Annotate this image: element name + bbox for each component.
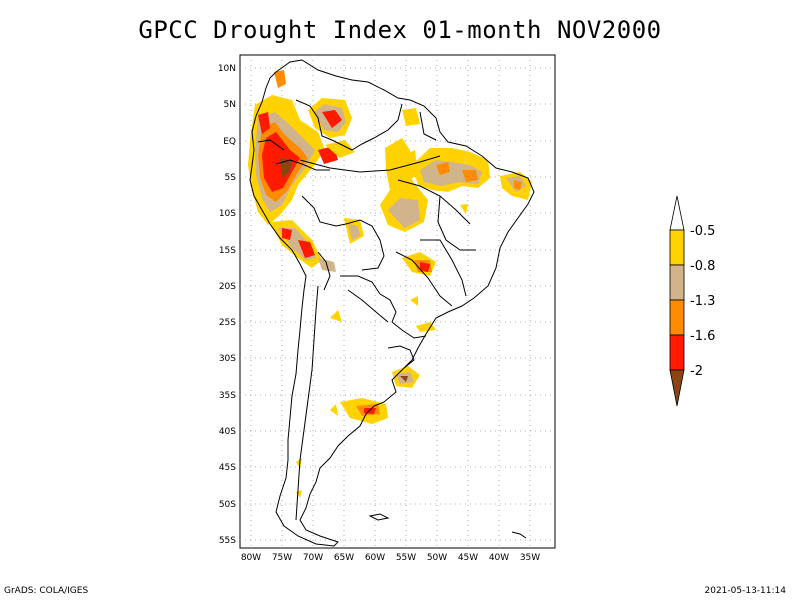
border-argentina-brazil xyxy=(391,321,427,339)
legend-label: -1.3 xyxy=(690,294,715,309)
lon-tick-label: 80W xyxy=(241,553,261,563)
gridlines xyxy=(240,55,555,548)
lat-tick-label: 35S xyxy=(219,391,236,401)
shade-venezuela-red xyxy=(322,110,342,128)
shade-amazon-mouth-orange xyxy=(436,162,450,175)
border-brazil-states xyxy=(395,179,476,307)
shade-brazil-east-yellow xyxy=(460,204,468,214)
plot-frame xyxy=(239,54,556,549)
lon-tick-label: 35W xyxy=(520,553,540,563)
shade-pampas-yellow xyxy=(330,404,338,416)
shade-ne-brazil-orange xyxy=(514,180,522,190)
drought-shading xyxy=(248,70,532,498)
legend-swatch-bottom-arrow xyxy=(669,369,685,407)
lat-axis-labels: 10N 5N EQ 5S 10S 15S 20S 25S 30S 35S 40S… xyxy=(218,64,236,546)
legend-label: -1.6 xyxy=(690,329,715,344)
border-bolivia-paraguay xyxy=(340,275,381,295)
legend-label: -0.8 xyxy=(690,259,715,274)
border-chile-argentina xyxy=(295,285,319,521)
border-paraguay-brazil xyxy=(379,293,397,323)
lon-tick-label: 55W xyxy=(396,553,416,563)
lat-tick-label: 5S xyxy=(225,173,237,183)
shade-patagonia-yellow-2 xyxy=(296,490,302,498)
render-timestamp: 2021-05-13-11:14 xyxy=(704,586,787,596)
lon-axis-labels: 80W 75W 70W 65W 60W 55W 50W 45W 40W 35W xyxy=(241,553,540,563)
shade-buenos-aires-red xyxy=(364,408,376,414)
shade-brazil-central-yellow-2 xyxy=(398,150,418,182)
legend-swatch-orange xyxy=(669,299,685,336)
shade-amazon-mouth-orange-2 xyxy=(462,170,478,182)
falkland-islands xyxy=(368,513,390,521)
shade-uruguay-brown xyxy=(400,376,408,382)
coastlines-borders xyxy=(249,59,535,547)
continent-outline xyxy=(249,59,535,547)
legend-swatch-red xyxy=(669,334,685,371)
lat-tick-label: 10S xyxy=(219,209,236,219)
lat-tick-label: 40S xyxy=(219,427,236,437)
border-peru-brazil xyxy=(301,195,347,227)
lat-tick-label: 55S xyxy=(219,536,236,546)
lon-tick-label: 50W xyxy=(427,553,447,563)
shade-colombia-red xyxy=(258,112,270,134)
shade-sao-paulo-yellow xyxy=(410,296,418,306)
shade-guianas-yellow xyxy=(402,108,420,126)
lat-tick-label: 50S xyxy=(219,500,236,510)
lat-tick-label: 30S xyxy=(219,354,236,364)
lat-tick-label: 45S xyxy=(219,463,236,473)
lon-tick-label: 60W xyxy=(365,553,385,563)
colorbar-labels: -0.5 -0.8 -1.3 -1.6 -2 xyxy=(690,224,715,379)
shade-brazil-central-tan xyxy=(388,198,420,228)
colorbar-legend xyxy=(669,195,685,407)
legend-swatch-tan xyxy=(669,264,685,301)
amazon-river xyxy=(299,155,441,173)
lon-tick-label: 45W xyxy=(458,553,478,563)
lat-tick-label: 5N xyxy=(224,100,236,110)
shade-parana-yellow xyxy=(416,322,436,332)
lat-tick-label: 25S xyxy=(219,318,236,328)
legend-label: -2 xyxy=(690,364,703,379)
shade-peru-west-red xyxy=(282,228,292,240)
shade-patagonia-yellow xyxy=(296,458,302,468)
lat-tick-label: 20S xyxy=(219,282,236,292)
border-colombia-ecuador xyxy=(257,139,285,151)
grads-credit: GrADS: COLA/IGES xyxy=(4,586,89,596)
lon-tick-label: 75W xyxy=(272,553,292,563)
border-colombia-peru xyxy=(275,159,330,171)
border-venezuela-brazil xyxy=(351,119,399,151)
south-georgia xyxy=(511,531,527,539)
shade-mato-grosso-red xyxy=(420,262,430,272)
lon-tick-label: 40W xyxy=(489,553,509,563)
border-colombia-venezuela xyxy=(295,99,353,151)
shade-andes-north-brown xyxy=(280,158,292,178)
lat-tick-label: 10N xyxy=(218,64,236,74)
border-peru-bolivia xyxy=(317,251,331,291)
border-uruguay xyxy=(387,345,415,369)
shade-bolivia-tan-2 xyxy=(348,224,360,240)
shade-venezuela-south-yellow xyxy=(325,140,355,158)
lon-tick-label: 70W xyxy=(303,553,323,563)
lon-tick-label: 65W xyxy=(334,553,354,563)
border-bolivia-brazil xyxy=(345,219,385,271)
legend-swatch-yellow xyxy=(669,229,685,266)
shade-chaco-yellow xyxy=(330,310,342,322)
border-guianas xyxy=(397,103,437,141)
border-argentina-paraguay xyxy=(347,289,389,323)
shade-peru-south-red xyxy=(298,240,315,258)
lat-tick-label: EQ xyxy=(223,137,236,147)
map-title: GPCC Drought Index 01-month NOV2000 xyxy=(138,16,662,44)
legend-label: -0.5 xyxy=(690,224,715,239)
legend-swatch-top-arrow xyxy=(669,195,685,231)
lat-tick-label: 15S xyxy=(219,246,236,256)
shade-colombia-north-orange xyxy=(274,70,286,88)
